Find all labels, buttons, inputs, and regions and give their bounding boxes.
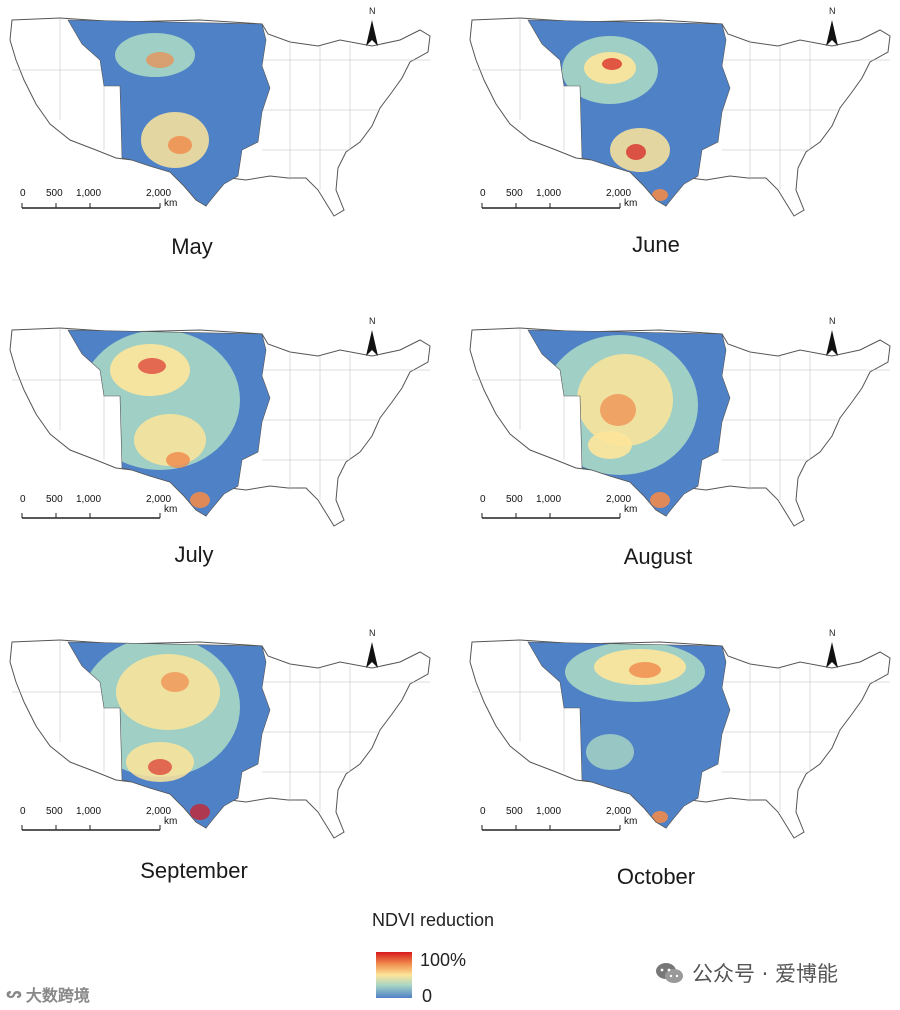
month-label: September bbox=[140, 858, 248, 883]
scale-tick: 500 bbox=[46, 494, 63, 505]
scale-unit: km bbox=[624, 504, 638, 515]
us-map-august bbox=[469, 327, 891, 527]
scale-tick: 0 bbox=[20, 494, 26, 505]
scale-tick: 1,000 bbox=[76, 494, 102, 505]
scale-unit: km bbox=[624, 198, 638, 209]
month-label: July bbox=[174, 542, 214, 567]
us-map-september bbox=[9, 639, 431, 839]
scale-tick: 2,000 bbox=[146, 188, 172, 199]
scale-tick: 0 bbox=[20, 806, 26, 817]
scale-tick: 2,000 bbox=[606, 806, 632, 817]
north-label: N bbox=[369, 628, 376, 638]
map-panel-october: N 0 500 1,000 2,000 km October bbox=[460, 622, 900, 932]
scale-tick: 1,000 bbox=[76, 188, 102, 199]
scale-unit: km bbox=[164, 816, 178, 827]
scale-tick: 1,000 bbox=[536, 806, 562, 817]
watermark-left: ᔕ 大数跨境 bbox=[6, 982, 90, 1006]
month-label: June bbox=[632, 232, 680, 257]
legend-color-ramp bbox=[376, 952, 412, 998]
north-arrow-icon bbox=[366, 642, 378, 668]
map-panel-september: N 0 500 1,000 2,000 km September bbox=[0, 622, 450, 932]
us-map-october bbox=[469, 639, 891, 839]
north-arrow-icon bbox=[366, 20, 378, 46]
wechat-icon bbox=[656, 963, 683, 983]
scale-unit: km bbox=[164, 504, 178, 515]
north-arrow-icon bbox=[826, 20, 838, 46]
north-arrow-icon bbox=[826, 330, 838, 356]
north-arrow-icon bbox=[366, 330, 378, 356]
us-map-july bbox=[9, 327, 431, 527]
scale-tick: 500 bbox=[506, 494, 523, 505]
north-label: N bbox=[829, 628, 836, 638]
map-panel-august: N 0 500 1,000 2,000 km August bbox=[460, 310, 900, 620]
month-label: August bbox=[623, 544, 693, 569]
scale-unit: km bbox=[164, 198, 178, 209]
north-label: N bbox=[369, 316, 376, 326]
scale-tick: 2,000 bbox=[146, 494, 172, 505]
month-label: October bbox=[616, 864, 696, 889]
brand-logo-icon: ᔕ bbox=[6, 986, 22, 1002]
scale-tick: 500 bbox=[46, 188, 63, 199]
watermark-right-text: 公众号 · 爱博能 bbox=[692, 962, 839, 986]
scale-tick: 500 bbox=[46, 806, 63, 817]
north-arrow-icon bbox=[826, 642, 838, 668]
watermark-left-text: 大数跨境 bbox=[25, 986, 90, 1005]
scale-tick: 1,000 bbox=[536, 188, 562, 199]
map-panel-june: N 0 500 1,000 2,000 km June bbox=[460, 0, 900, 310]
scale-tick: 500 bbox=[506, 188, 523, 199]
watermark-right: 公众号 · 爱博能 bbox=[654, 958, 838, 988]
scale-tick: 0 bbox=[480, 494, 486, 505]
scale-tick: 2,000 bbox=[146, 806, 172, 817]
north-label: N bbox=[369, 6, 376, 16]
us-map-may bbox=[9, 17, 431, 217]
map-panel-may: N 0 500 1,000 2,000 km May bbox=[0, 0, 450, 310]
north-label: N bbox=[829, 6, 836, 16]
north-label: N bbox=[829, 316, 836, 326]
scale-tick: 500 bbox=[506, 806, 523, 817]
legend-title: NDVI reduction bbox=[372, 910, 495, 930]
scale-tick: 0 bbox=[480, 188, 486, 199]
map-panel-july: N 0 500 1,000 2,000 km July bbox=[0, 310, 450, 620]
scale-tick: 1,000 bbox=[76, 806, 102, 817]
scale-unit: km bbox=[624, 816, 638, 827]
us-map-june bbox=[469, 17, 891, 217]
scale-tick: 0 bbox=[480, 806, 486, 817]
scale-tick: 0 bbox=[20, 188, 26, 199]
scale-tick: 1,000 bbox=[536, 494, 562, 505]
scale-tick: 2,000 bbox=[606, 188, 632, 199]
month-label: May bbox=[171, 234, 213, 259]
scale-tick: 2,000 bbox=[606, 494, 632, 505]
legend-min-label: 0 bbox=[422, 986, 433, 1006]
legend-max-label: 100% bbox=[420, 950, 467, 970]
